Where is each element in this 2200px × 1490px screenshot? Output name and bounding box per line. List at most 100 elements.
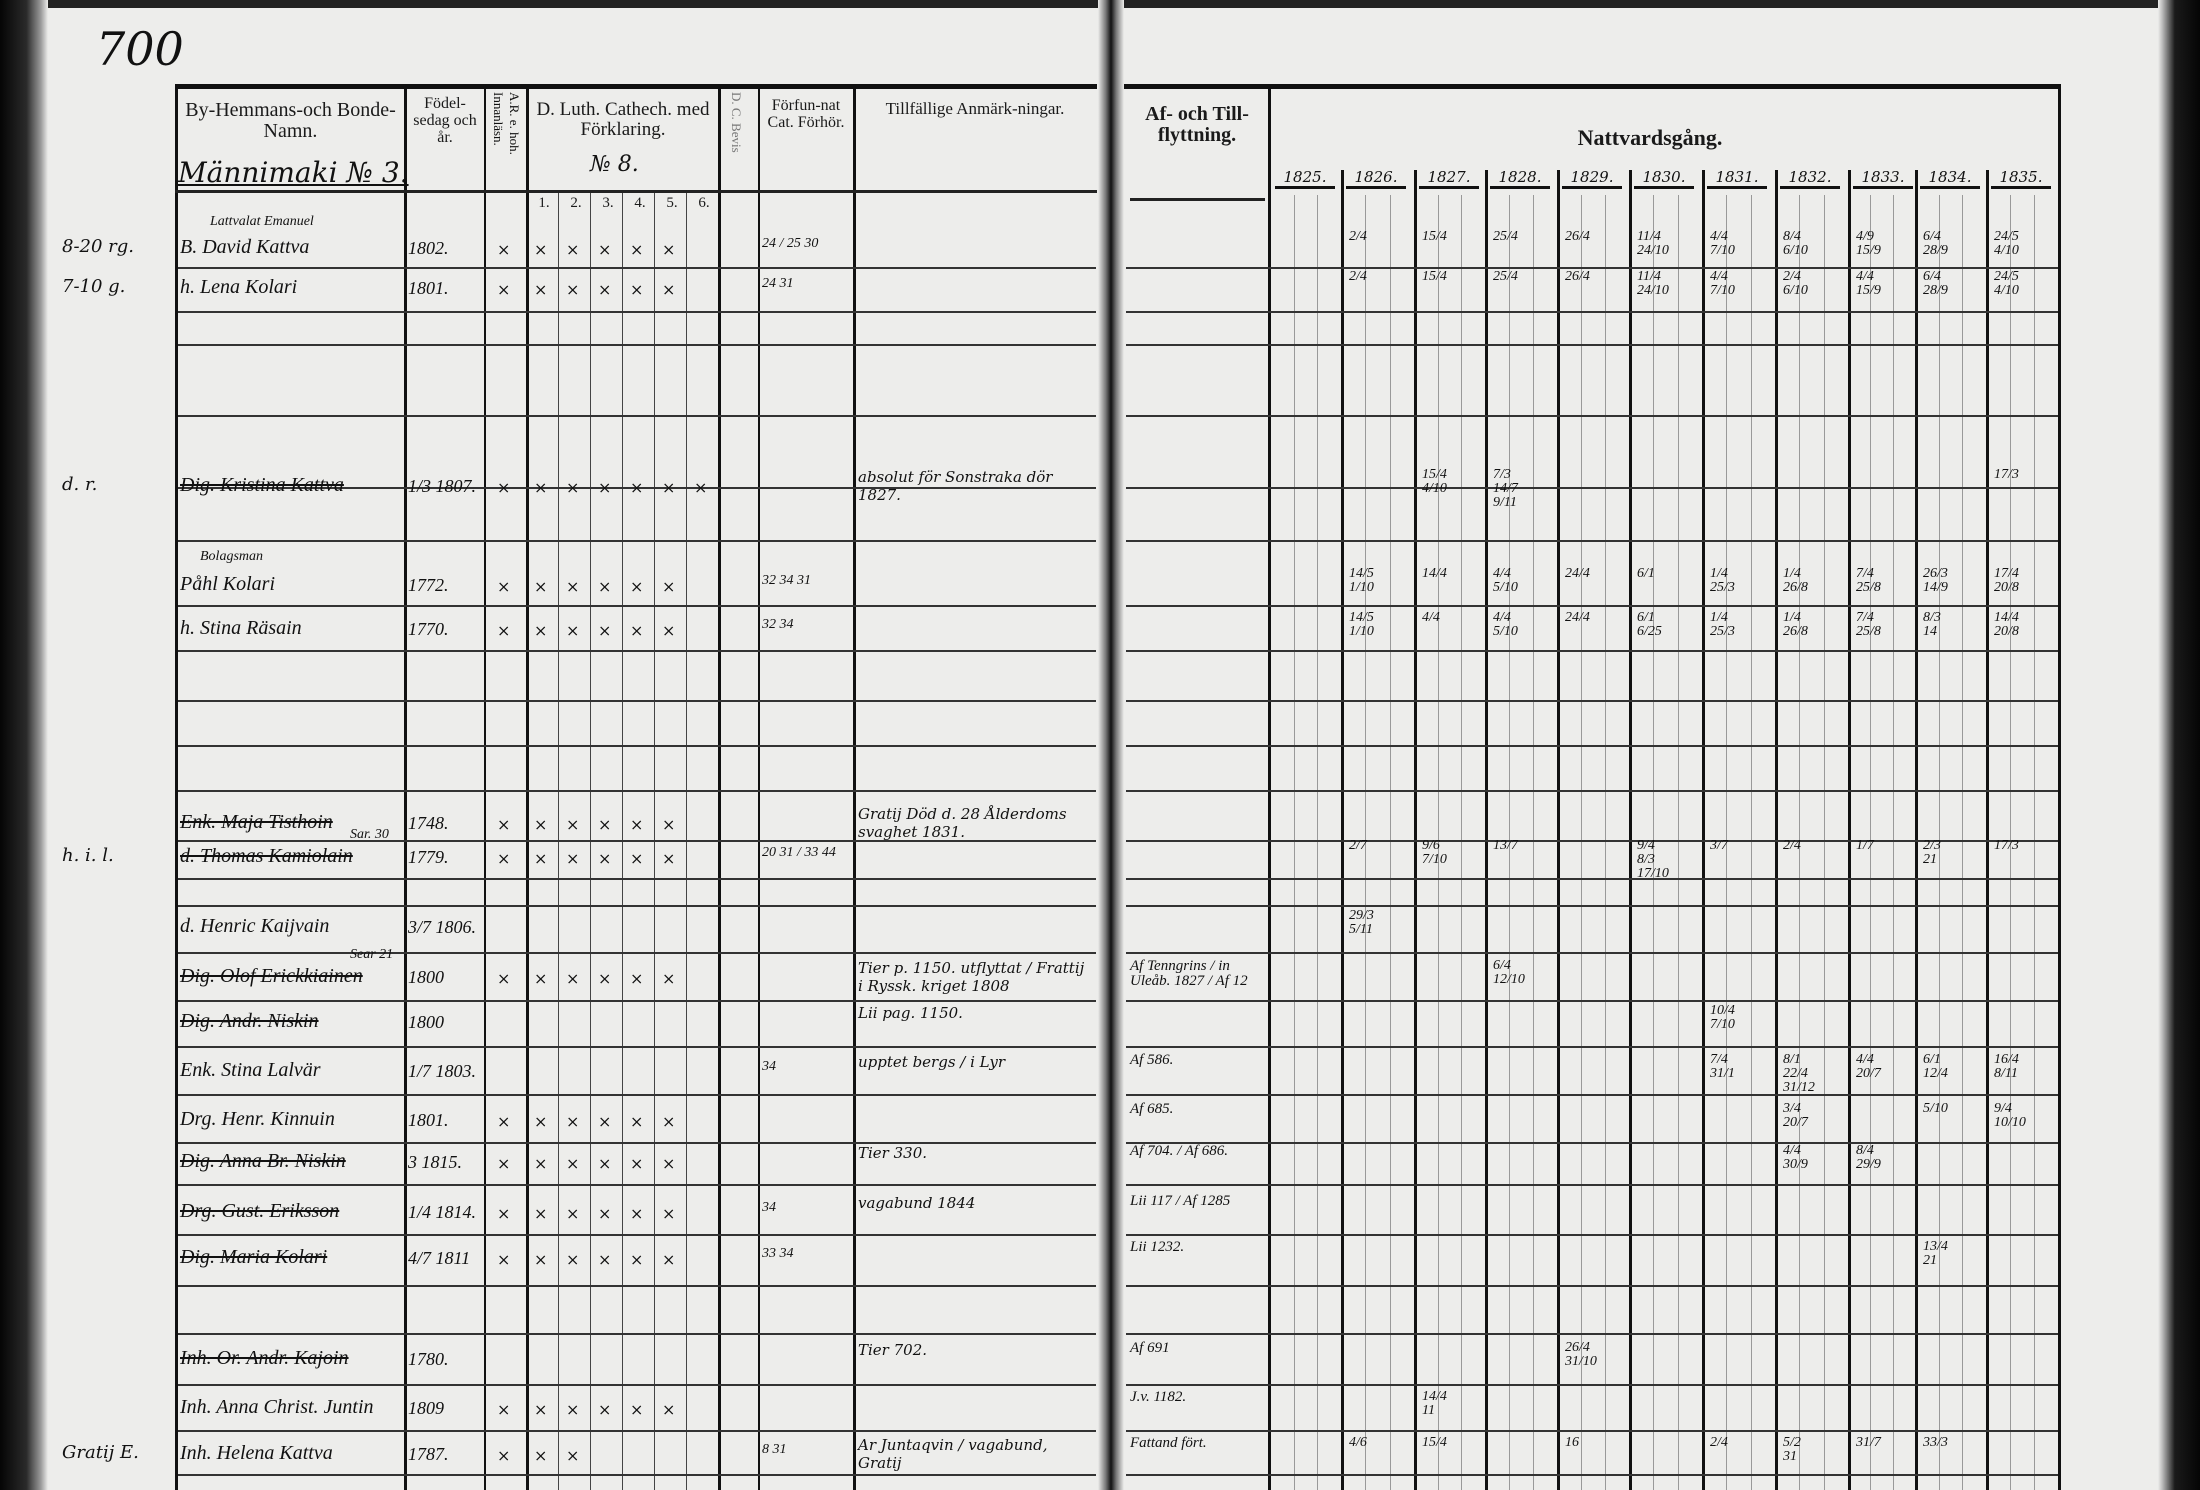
- year-subdivider: [1438, 195, 1439, 1490]
- catechism-part-number: 3.: [602, 195, 614, 211]
- row-rule: [1126, 1333, 2058, 1335]
- row-rule: [178, 540, 1096, 542]
- catechism-mark: ×: [662, 1400, 676, 1419]
- catechism-mark: ×: [662, 815, 676, 834]
- catechism-mark: ×: [662, 1154, 676, 1173]
- catechism-mark: ×: [534, 240, 548, 259]
- catechism-mark: ×: [598, 1204, 612, 1223]
- communion-date: 14: [1923, 624, 1937, 639]
- examination-note: 34: [762, 1200, 776, 1215]
- communion-date: 14/4: [1422, 1389, 1447, 1404]
- communion-date: 7/4: [1710, 1052, 1728, 1067]
- row-rule: [1126, 1046, 2058, 1048]
- catechism-mark: ×: [534, 815, 548, 834]
- communion-date: 2/7: [1349, 838, 1367, 853]
- name-annotation: Bolagsman: [200, 549, 263, 564]
- row-rule: [178, 952, 1096, 954]
- communion-date: 22/4: [1783, 1066, 1808, 1081]
- communion-date: 6/1: [1923, 1052, 1941, 1067]
- row-rule: [178, 605, 1096, 607]
- communion-date: 12/4: [1923, 1066, 1948, 1081]
- row-rule: [178, 1384, 1096, 1386]
- row-rule: [178, 487, 1096, 489]
- catechism-mark: ×: [662, 280, 676, 299]
- year-divider: [1485, 170, 1488, 1490]
- column-divider: [1268, 84, 1271, 1490]
- catechism-mark: ×: [630, 1112, 644, 1131]
- communion-date: 9/11: [1493, 495, 1517, 510]
- move-note: Af 704. / Af 686.: [1130, 1143, 1229, 1159]
- catechism-mark: ×: [566, 1400, 580, 1419]
- communion-date: 31/1: [1710, 1066, 1735, 1081]
- row-rule: [1126, 952, 2058, 954]
- examination-note: 20 31 / 33 44: [762, 845, 836, 860]
- year-divider: [1341, 170, 1344, 1490]
- row-rule: [1126, 540, 2058, 542]
- communion-date: 26/8: [1783, 580, 1808, 595]
- catechism-mark: ×: [630, 280, 644, 299]
- catechism-mark: ×: [566, 1446, 580, 1465]
- communion-date: 11/4: [1637, 229, 1661, 244]
- communion-date: 13/7: [1493, 838, 1518, 853]
- examination-note: 34: [762, 1059, 776, 1074]
- communion-date: 24/10: [1637, 243, 1669, 258]
- header-top-rule: [1124, 84, 2061, 89]
- communion-date: 25/4: [1493, 229, 1518, 244]
- birth-year: 3/7 1806.: [408, 917, 477, 937]
- remark: absolut för Sonstraka dör 1827.: [858, 468, 1053, 504]
- year-divider: [1986, 170, 1989, 1490]
- communion-date: 14/9: [1923, 580, 1948, 595]
- catechism-mark: ×: [662, 621, 676, 640]
- move-note: Lii 117 / Af 1285: [1130, 1193, 1231, 1209]
- header-reading: A.R. e. hoh. Innanläsn.: [491, 92, 522, 155]
- person-name: Enk. Stina Lalvär: [180, 1059, 321, 1081]
- header-certificate: D. C. Bevis: [729, 92, 744, 153]
- catechism-mark: ×: [598, 1112, 612, 1131]
- row-rule: [178, 700, 1096, 702]
- catechism-mark: ×: [598, 1154, 612, 1173]
- catechism-mark: ×: [566, 1250, 580, 1269]
- margin-note: 8-20 rg.: [62, 236, 135, 257]
- catechism-mark: ×: [566, 1204, 580, 1223]
- communion-date: 11: [1422, 1403, 1435, 1418]
- communion-date: 7/10: [1422, 852, 1447, 867]
- year-subdivider: [1893, 195, 1894, 1490]
- communion-date: 15/4: [1422, 269, 1447, 284]
- row-rule: [1126, 344, 2058, 346]
- catechism-part-number: 2.: [570, 195, 582, 211]
- year-subdivider: [1678, 195, 1679, 1490]
- row-rule: [178, 1142, 1096, 1144]
- row-rule: [1126, 415, 2058, 417]
- remark: Tier 330.: [858, 1144, 928, 1162]
- birth-year: 1787.: [408, 1444, 449, 1464]
- communion-date: 4/10: [1422, 481, 1447, 496]
- catechism-mark: ×: [534, 478, 548, 497]
- examination-note: 32 34: [762, 617, 794, 632]
- communion-date: 4/4: [1493, 566, 1511, 581]
- catechism-mark: ×: [694, 478, 708, 497]
- communion-year: 1835.: [1991, 168, 2051, 189]
- communion-date: 4/10: [1994, 243, 2019, 258]
- birth-year: 1809: [408, 1398, 444, 1418]
- name-annotation: Sar. 30: [350, 827, 389, 842]
- column-divider: [853, 84, 856, 1490]
- row-rule: [1126, 311, 2058, 313]
- catechism-mark: ×: [566, 577, 580, 596]
- catechism-mark: ×: [598, 815, 612, 834]
- row-rule: [1126, 1142, 2058, 1144]
- row-rule: [178, 1333, 1096, 1335]
- communion-date: 24/4: [1565, 566, 1590, 581]
- communion-date: 24/5: [1994, 229, 2019, 244]
- communion-date: 1/10: [1349, 580, 1374, 595]
- examination-note: 24 / 25 30: [762, 236, 819, 251]
- communion-date: 26/4: [1565, 1340, 1590, 1355]
- header-examination: Förfun-nat Cat. Förhör.: [767, 97, 845, 131]
- communion-date: 9/4: [1637, 838, 1655, 853]
- catechism-mark: ×: [534, 1446, 548, 1465]
- remark: Gratij Död d. 28 Ålderdoms svaghet 1831.: [858, 805, 1067, 841]
- name-annotation: Sear 21: [350, 947, 394, 962]
- examination-note: 32 34 31: [762, 573, 811, 588]
- remark: upptet bergs / i Lyr: [858, 1053, 1006, 1071]
- communion-date: 5/10: [1493, 624, 1518, 639]
- communion-date: 24/10: [1637, 283, 1669, 298]
